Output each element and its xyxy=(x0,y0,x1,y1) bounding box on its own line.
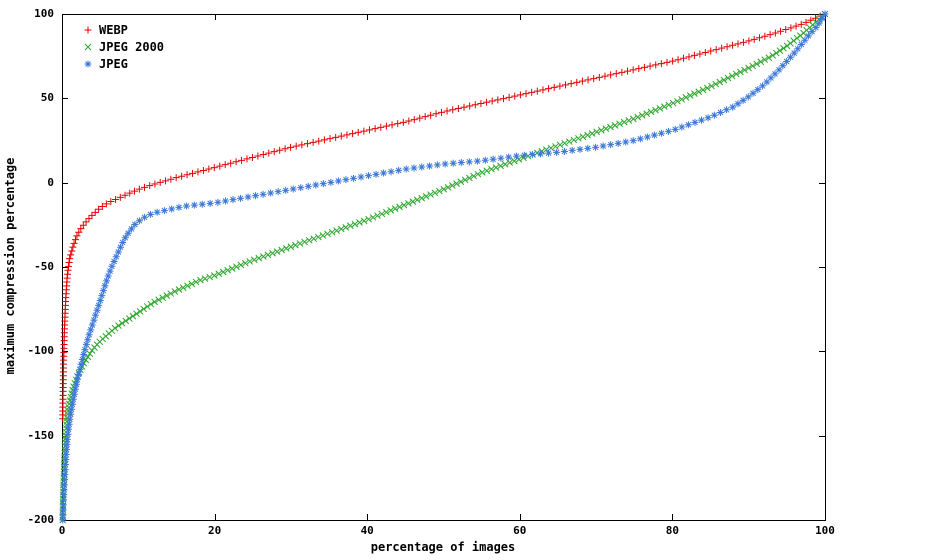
y-tick-label: 0 xyxy=(47,175,54,189)
x-tick-label: 80 xyxy=(665,524,680,537)
legend-label-jpeg: JPEG xyxy=(99,57,128,71)
y-tick-label: 50 xyxy=(40,91,54,105)
x-axis-title: percentage of images xyxy=(370,540,516,554)
y-tick-label: 100 xyxy=(34,7,54,20)
y-tick-label: -200 xyxy=(27,513,55,526)
x-tick-label: 100 xyxy=(815,524,835,537)
legend-label-webp: WEBP xyxy=(99,23,128,37)
legend-label-jpeg2000: JPEG 2000 xyxy=(99,40,165,54)
y-tick-label: -150 xyxy=(27,428,55,442)
x-tick-label: 60 xyxy=(513,524,527,537)
y-tick-label: -50 xyxy=(34,260,54,273)
y-tick-label: -100 xyxy=(27,344,55,358)
x-tick-label: 20 xyxy=(207,524,222,537)
x-tick-label: 0 xyxy=(58,524,66,537)
x-tick-label: 40 xyxy=(360,524,374,537)
